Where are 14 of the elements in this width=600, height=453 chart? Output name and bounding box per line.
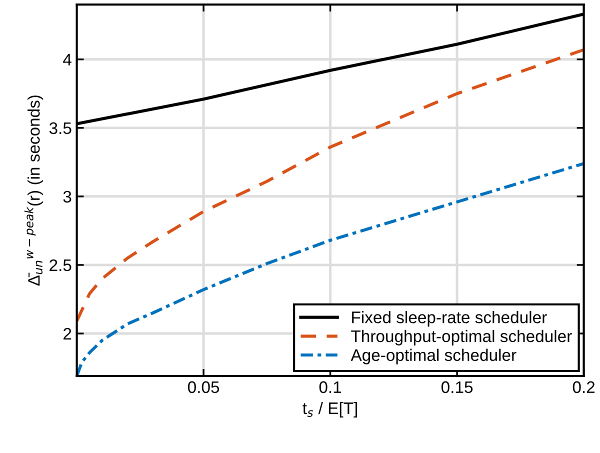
y-axis-title: Δ̄$_{un}$$^{w−peak}$(r) (in seconds) xyxy=(24,96,44,286)
x-tick-label: 0.05 xyxy=(188,381,220,394)
y-tick-label: 3.5 xyxy=(49,122,72,134)
x-tick-label: 0.1 xyxy=(319,381,342,394)
y-tick-label: 2 xyxy=(64,328,72,340)
legend-label: Age-optimal scheduler xyxy=(350,348,516,364)
x-tick-label: 0.2 xyxy=(572,381,595,394)
x-axis-title: t$_{s}$ / E[T] xyxy=(302,402,357,418)
y-tick-label: 4 xyxy=(63,54,72,66)
x-tick-label: 0.15 xyxy=(441,381,473,394)
y-tick-label: 3 xyxy=(63,190,72,203)
legend-label: Fixed sleep-rate scheduler xyxy=(352,311,547,327)
legend-label: Throughput-optimal scheduler xyxy=(351,330,572,346)
y-tick-label: 2.5 xyxy=(50,259,72,272)
